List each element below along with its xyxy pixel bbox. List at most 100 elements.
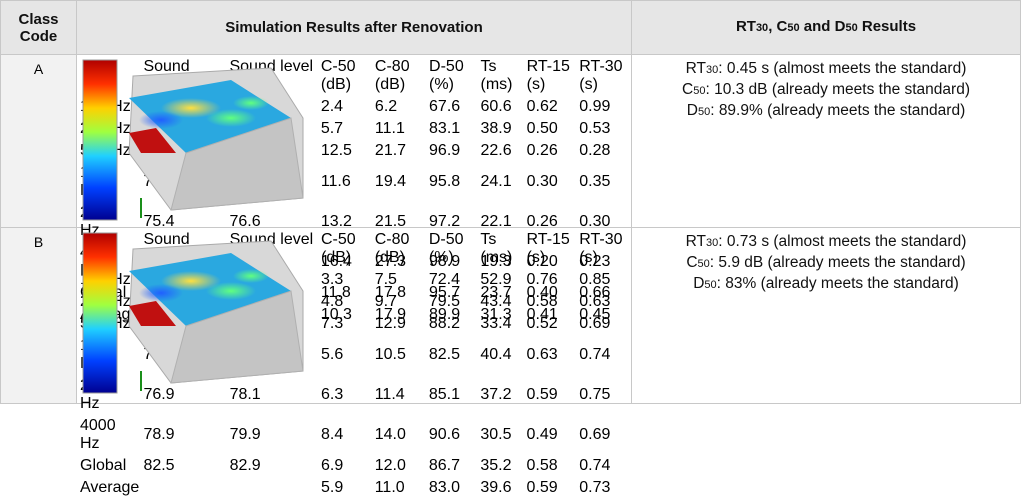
result-text: : 0.73 s (almost meets the standard) xyxy=(718,233,967,250)
column-header: Ts (ms) xyxy=(480,231,513,266)
header-text: RT30, C50 and D50 Results xyxy=(736,18,916,37)
table-cell: 17.8 xyxy=(374,284,407,301)
table-cell: 95.8 xyxy=(429,173,461,190)
header-part: , C xyxy=(768,18,788,35)
table-row: 4000 Hz 78.9 79.9 8.4 14.0 90.6 30.5 0.49 0.69 xyxy=(79,416,629,454)
table-cell: 43.4 xyxy=(480,293,512,310)
metric-sub: 30 xyxy=(706,237,719,249)
result-line: C50: 5.9 dB (already meets the standard) xyxy=(632,253,1020,274)
table-cell: 4000 Hz xyxy=(80,417,116,452)
table-cell: 24.1 xyxy=(480,173,512,190)
table-cell: 21.5 xyxy=(374,213,407,230)
header-part: and D xyxy=(799,18,846,35)
table-cell xyxy=(142,478,226,498)
result-text: : 10.3 dB (already meets the standard) xyxy=(705,81,970,98)
table-cell: 5.6 xyxy=(321,346,344,363)
result-text: : 83% (already meets the standard) xyxy=(716,275,959,292)
table-cell: 82.5 xyxy=(143,457,175,474)
result-line: RT30: 0.73 s (almost meets the standard) xyxy=(632,232,1020,253)
header-class-code: Class Code xyxy=(0,0,77,55)
table-cell: 79.5 xyxy=(428,293,461,310)
table-cell: 0.45 xyxy=(579,306,611,323)
table-cell: 85.1 xyxy=(428,386,461,403)
table-cell: 0.75 xyxy=(579,386,611,403)
table-cell: 3.3 xyxy=(321,271,344,288)
table-cell: 37.2 xyxy=(480,386,512,403)
heat-hotspot xyxy=(129,301,176,326)
column-header: RT-30 (s) xyxy=(579,231,623,266)
table-cell: 0.35 xyxy=(579,173,611,190)
table-row: Global 82.5 82.9 6.9 12.0 86.7 35.2 0.58 0.74 xyxy=(79,456,629,476)
table-cell: 4.8 xyxy=(321,293,344,310)
metric: D xyxy=(693,275,705,292)
column-header: RT-15 (s) xyxy=(526,58,570,93)
table-cell: Average xyxy=(80,479,140,496)
table-cell: 11.4 xyxy=(374,386,405,403)
table-cell: 38.9 xyxy=(480,120,512,137)
table-cell: 0.23 xyxy=(579,253,611,270)
table-cell: 11.0 xyxy=(374,479,405,496)
table-cell: 96.9 xyxy=(429,142,461,159)
column-header: C-80 (dB) xyxy=(374,231,410,266)
table-cell: 5.9 xyxy=(321,479,344,496)
table-cell: 0.69 xyxy=(579,426,611,443)
result-text: : 89.9% (already meets the standard) xyxy=(710,102,966,119)
table-cell: 19.4 xyxy=(374,173,407,190)
color-scale xyxy=(82,232,118,394)
column-header: RT-30 (s) xyxy=(579,58,623,93)
header-part: 50 xyxy=(845,22,858,34)
table-cell: 10.5 xyxy=(374,346,406,363)
table-cell: 31.3 xyxy=(480,306,512,323)
table-cell: 0.50 xyxy=(526,120,558,137)
table-cell: 11.6 xyxy=(320,173,351,190)
table-cell: 67.6 xyxy=(429,98,461,115)
table-cell: 83.0 xyxy=(428,479,461,496)
metric: D xyxy=(686,102,698,119)
table-cell: 0.63 xyxy=(526,346,558,363)
table-cell: 14.0 xyxy=(374,426,406,443)
table-cell: 0.69 xyxy=(579,315,611,332)
table-cell: 82.9 xyxy=(229,457,261,474)
simulation-cell: Sound level (dB)Sound level (dBA)C-50 (d… xyxy=(77,55,632,323)
table-cell: 0.74 xyxy=(579,457,611,474)
simulation-image xyxy=(82,59,304,221)
metric-sub: 50 xyxy=(704,279,717,291)
table-cell: 72.4 xyxy=(428,271,461,288)
table-cell: 7.3 xyxy=(321,315,344,332)
result-text: : 5.9 dB (already meets the standard) xyxy=(709,254,966,271)
column-header: RT-15 (s) xyxy=(526,231,570,266)
metric: C xyxy=(686,254,698,271)
table-cell: 0.59 xyxy=(526,479,558,496)
table-cell: 0.58 xyxy=(526,293,558,310)
header-part: Results xyxy=(857,18,917,35)
metric: RT xyxy=(685,233,706,250)
result-line: D50: 89.9% (already meets the standard) xyxy=(632,101,1020,122)
table-cell: 0.76 xyxy=(526,271,558,288)
table-cell: 0.28 xyxy=(579,142,611,159)
table-cell: 6.2 xyxy=(374,98,398,115)
header-results: RT30, C50 and D50 Results xyxy=(632,0,1021,55)
table-cell: 0.30 xyxy=(526,173,558,190)
metric: RT xyxy=(685,60,706,77)
column-header: C-50 (dB) xyxy=(320,58,356,93)
results-cell: RT30: 0.45 s (almost meets the standard)… xyxy=(632,55,1021,228)
table-cell: 0.49 xyxy=(526,426,558,443)
table-cell: 21.7 xyxy=(374,142,407,159)
table-cell: 10.3 xyxy=(320,306,352,323)
table-cell: 12.5 xyxy=(320,142,352,159)
table-cell: 6.3 xyxy=(321,386,344,403)
heat-hotspot xyxy=(129,128,176,153)
results-cell: RT30: 0.73 s (almost meets the standard)… xyxy=(632,228,1021,404)
table-cell: 0.53 xyxy=(579,120,611,137)
table-cell: 6.9 xyxy=(321,457,344,474)
table-cell: 13.2 xyxy=(320,213,352,230)
metric: C xyxy=(682,81,694,98)
table-cell: 76.9 xyxy=(143,386,175,403)
table-cell: 0.62 xyxy=(526,98,558,115)
table-cell: 0.26 xyxy=(526,142,558,159)
table-cell: 78.9 xyxy=(143,426,175,443)
table-cell: 98.9 xyxy=(429,253,461,270)
table-cell: 7.5 xyxy=(374,271,397,288)
